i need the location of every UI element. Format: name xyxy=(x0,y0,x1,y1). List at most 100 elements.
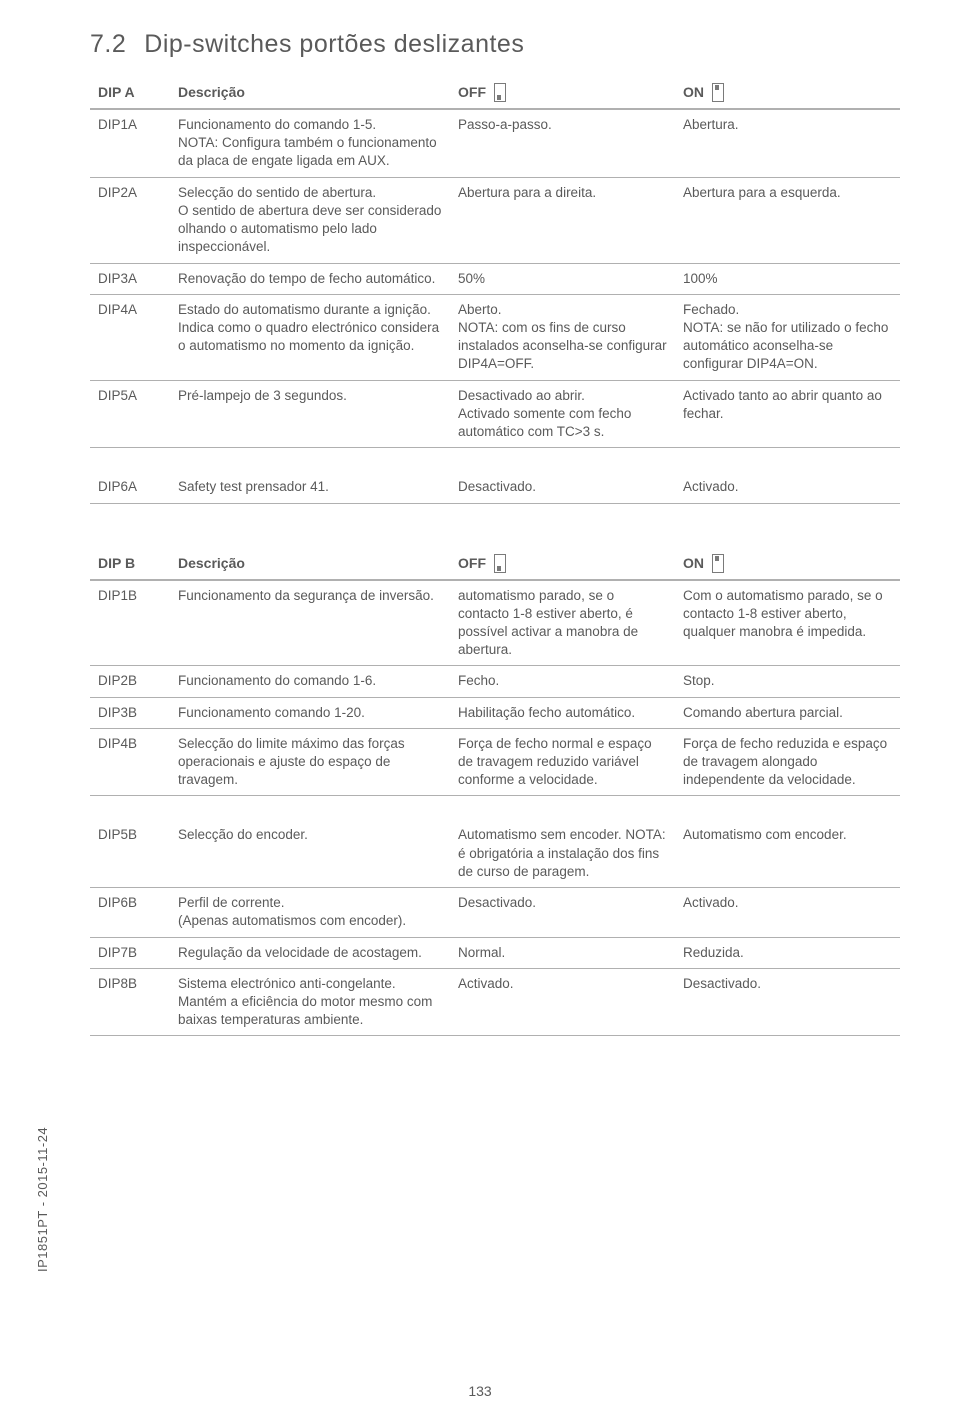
table-row: DIP2BFuncionamento do comando 1-6.Fecho.… xyxy=(90,666,900,697)
on-cell: Desactivado. xyxy=(675,968,900,1036)
dip-a-col1-header: DIP A xyxy=(90,77,170,109)
dip-id-cell: DIP5B xyxy=(90,820,170,887)
table-row: DIP3ARenovação do tempo de fecho automát… xyxy=(90,263,900,294)
on-cell: Activado. xyxy=(675,472,900,503)
dip-b-col2-header: Descrição xyxy=(170,548,450,580)
desc-cell: Selecção do limite máximo das forças ope… xyxy=(170,728,450,796)
table-row: DIP4AEstado do automatismo durante a ign… xyxy=(90,294,900,380)
table-close-row xyxy=(90,503,900,516)
dip-a-on-label: ON xyxy=(683,83,704,102)
on-cell: Activado tanto ao abrir quanto ao fechar… xyxy=(675,380,900,448)
desc-cell: Funcionamento comando 1-20. xyxy=(170,697,450,728)
desc-cell: Safety test prensador 41. xyxy=(170,472,450,503)
table-gap-row xyxy=(90,796,900,821)
switch-on-icon xyxy=(712,554,724,573)
desc-cell: Selecção do sentido de abertura.O sentid… xyxy=(170,177,450,263)
dip-b-table: DIP B Descrição OFF ON DIP1BFuncionament… xyxy=(90,548,900,1049)
on-cell: Com o automatismo parado, se o contacto … xyxy=(675,580,900,666)
on-cell: 100% xyxy=(675,263,900,294)
dip-a-header-row: DIP A Descrição OFF ON xyxy=(90,77,900,109)
on-cell: Automatismo com encoder. xyxy=(675,820,900,887)
table-row: DIP6BPerfil de corrente.(Apenas automati… xyxy=(90,888,900,937)
section-heading: 7.2 Dip-switches portões deslizantes xyxy=(90,30,900,59)
table-row: DIP5BSelecção do encoder.Automatismo sem… xyxy=(90,820,900,887)
desc-cell: Funcionamento do comando 1-5.NOTA: Confi… xyxy=(170,109,450,177)
dip-b-col1-header: DIP B xyxy=(90,548,170,580)
dip-id-cell: DIP3A xyxy=(90,263,170,294)
switch-off-icon xyxy=(494,83,506,102)
dip-id-cell: DIP6A xyxy=(90,472,170,503)
off-cell: Normal. xyxy=(450,937,675,968)
table-row: DIP7BRegulação da velocidade de acostage… xyxy=(90,937,900,968)
desc-cell: Renovação do tempo de fecho automático. xyxy=(170,263,450,294)
table-row: DIP4BSelecção do limite máximo das força… xyxy=(90,728,900,796)
table-row: DIP1AFuncionamento do comando 1-5.NOTA: … xyxy=(90,109,900,177)
table-row: DIP6ASafety test prensador 41.Desactivad… xyxy=(90,472,900,503)
page-number: 133 xyxy=(0,1383,960,1399)
desc-cell: Pré-lampejo de 3 segundos. xyxy=(170,380,450,448)
desc-cell: Funcionamento da segurança de inversão. xyxy=(170,580,450,666)
desc-cell: Perfil de corrente.(Apenas automatismos … xyxy=(170,888,450,937)
dip-b-col4-header: ON xyxy=(675,548,900,580)
off-cell: Habilitação fecho automático. xyxy=(450,697,675,728)
off-cell: 50% xyxy=(450,263,675,294)
dip-id-cell: DIP1B xyxy=(90,580,170,666)
dip-id-cell: DIP4B xyxy=(90,728,170,796)
off-cell: Aberto.NOTA: com os fins de curso instal… xyxy=(450,294,675,380)
dip-b-on-label: ON xyxy=(683,554,704,573)
dip-id-cell: DIP6B xyxy=(90,888,170,937)
off-cell: Desactivado ao abrir.Activado somente co… xyxy=(450,380,675,448)
heading-number: 7.2 xyxy=(90,30,126,59)
off-cell: Fecho. xyxy=(450,666,675,697)
dip-b-header-row: DIP B Descrição OFF ON xyxy=(90,548,900,580)
off-cell: Força de fecho normal e espaço de travag… xyxy=(450,728,675,796)
off-cell: Desactivado. xyxy=(450,888,675,937)
on-cell: Força de fecho reduzida e espaço de trav… xyxy=(675,728,900,796)
dip-id-cell: DIP4A xyxy=(90,294,170,380)
dip-id-cell: DIP1A xyxy=(90,109,170,177)
desc-cell: Estado do automatismo durante a ignição.… xyxy=(170,294,450,380)
off-cell: Desactivado. xyxy=(450,472,675,503)
page: 7.2 Dip-switches portões deslizantes DIP … xyxy=(0,0,960,1417)
on-cell: Fechado.NOTA: se não for utilizado o fec… xyxy=(675,294,900,380)
switch-on-icon xyxy=(712,83,724,102)
desc-cell: Regulação da velocidade de acostagem. xyxy=(170,937,450,968)
dip-id-cell: DIP5A xyxy=(90,380,170,448)
switch-off-icon xyxy=(494,554,506,573)
table-close-row xyxy=(90,1036,900,1049)
dip-b-col3-header: OFF xyxy=(450,548,675,580)
desc-cell: Sistema electrónico anti-congelante.Mant… xyxy=(170,968,450,1036)
dip-id-cell: DIP2A xyxy=(90,177,170,263)
table-row: DIP1BFuncionamento da segurança de inver… xyxy=(90,580,900,666)
dip-a-col4-header: ON xyxy=(675,77,900,109)
desc-cell: Funcionamento do comando 1-6. xyxy=(170,666,450,697)
on-cell: Stop. xyxy=(675,666,900,697)
table-gap xyxy=(90,516,900,548)
dip-a-col3-header: OFF xyxy=(450,77,675,109)
table-row: DIP2ASelecção do sentido de abertura.O s… xyxy=(90,177,900,263)
document-id-label: IP1851PT - 2015-11-24 xyxy=(35,1127,50,1272)
desc-cell: Selecção do encoder. xyxy=(170,820,450,887)
table-row: DIP3BFuncionamento comando 1-20.Habilita… xyxy=(90,697,900,728)
on-cell: Abertura para a esquerda. xyxy=(675,177,900,263)
dip-a-off-label: OFF xyxy=(458,83,486,102)
dip-id-cell: DIP8B xyxy=(90,968,170,1036)
table-gap-row xyxy=(90,448,900,473)
table-row: DIP8BSistema electrónico anti-congelante… xyxy=(90,968,900,1036)
table-row: DIP5APré-lampejo de 3 segundos.Desactiva… xyxy=(90,380,900,448)
on-cell: Abertura. xyxy=(675,109,900,177)
on-cell: Reduzida. xyxy=(675,937,900,968)
dip-a-table: DIP A Descrição OFF ON DIP1AFuncionament… xyxy=(90,77,900,516)
off-cell: Activado. xyxy=(450,968,675,1036)
on-cell: Comando abertura parcial. xyxy=(675,697,900,728)
on-cell: Activado. xyxy=(675,888,900,937)
off-cell: Abertura para a direita. xyxy=(450,177,675,263)
dip-id-cell: DIP7B xyxy=(90,937,170,968)
off-cell: Automatismo sem encoder. NOTA: é obrigat… xyxy=(450,820,675,887)
off-cell: automatismo parado, se o contacto 1-8 es… xyxy=(450,580,675,666)
dip-id-cell: DIP3B xyxy=(90,697,170,728)
heading-text: Dip-switches portões deslizantes xyxy=(144,30,524,58)
dip-a-col2-header: Descrição xyxy=(170,77,450,109)
dip-b-off-label: OFF xyxy=(458,554,486,573)
off-cell: Passo-a-passo. xyxy=(450,109,675,177)
